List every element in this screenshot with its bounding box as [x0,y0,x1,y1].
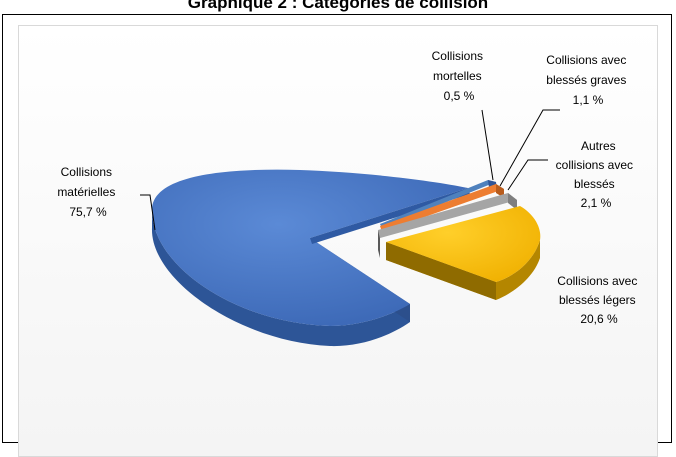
slice-autres-side2 [508,193,517,210]
slice-graves-top [380,184,504,232]
slice-materielles-top [152,169,468,326]
leader-mortelles [481,109,494,181]
label-materielles: Collisions matérielles 75,7 % [57,165,118,219]
slice-autres [378,193,517,258]
leader-graves [499,109,560,187]
slice-graves [380,184,504,232]
pie-chart: Collisions mortelles 0,5 % Collisions av… [57,49,640,347]
chart-title: Graphique 2 : Catégories de collision [187,0,489,12]
slice-materielles [151,169,470,347]
label-graves: Collisions avec blessés graves 1,1 % [546,53,629,107]
label-mortelles: Collisions mortelles 0,5 % [432,49,487,103]
label-legers: Collisions avec blessés légers 20,6 % [557,274,640,326]
slice-materielles-side [151,210,410,347]
slice-legers-top [386,206,541,282]
slice-legers [386,206,541,300]
slice-autres-top [378,193,517,238]
slice-autres-side [378,230,380,258]
data-labels: Collisions mortelles 0,5 % Collisions av… [57,49,640,326]
leader-autres [507,159,548,191]
plot-area [18,25,658,457]
slice-legers-side2 [386,242,496,300]
label-autres: Autres collisions avec blessés 2,1 % [556,139,637,210]
slice-materielles-back [310,188,470,244]
slice-graves-side [496,184,504,198]
leader-lines [140,109,560,231]
leader-materielles [140,194,156,231]
